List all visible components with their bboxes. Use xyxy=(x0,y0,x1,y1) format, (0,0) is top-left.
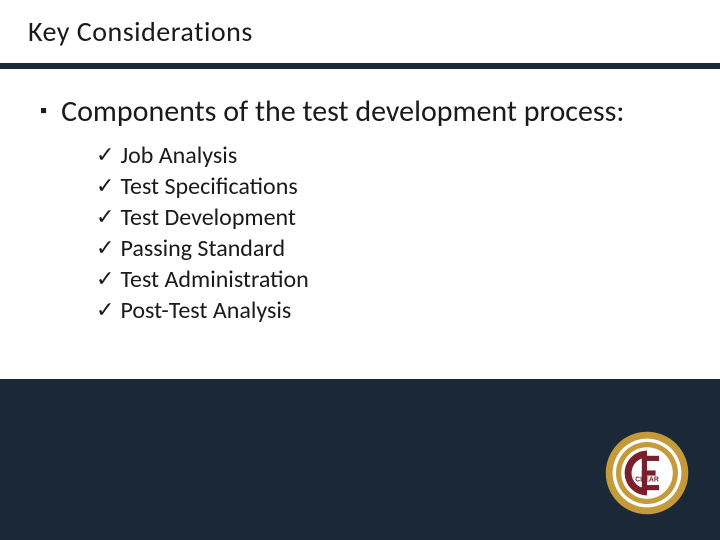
main-bullet-text: Components of the test development proce… xyxy=(61,93,624,131)
list-item-label: Post-Test Analysis xyxy=(120,296,291,325)
check-icon: ✓ xyxy=(96,235,114,261)
list-item: ✓ Test Specifications xyxy=(96,172,680,201)
list-item: ✓ Passing Standard xyxy=(96,234,680,263)
check-icon: ✓ xyxy=(96,173,114,199)
check-icon: ✓ xyxy=(96,142,114,168)
list-item: ✓ Test Administration xyxy=(96,265,680,294)
check-icon: ✓ xyxy=(96,204,114,230)
content-panel: ▪ Components of the test development pro… xyxy=(0,69,720,379)
main-bullet: ▪ Components of the test development pro… xyxy=(40,93,680,131)
slide-title: Key Considerations xyxy=(28,14,720,49)
title-bar: Key Considerations xyxy=(0,0,720,63)
sub-list: ✓ Job Analysis ✓ Test Specifications ✓ T… xyxy=(96,141,680,325)
check-icon: ✓ xyxy=(96,266,114,292)
square-bullet-icon: ▪ xyxy=(40,99,47,123)
check-icon: ✓ xyxy=(96,297,114,323)
list-item: ✓ Post-Test Analysis xyxy=(96,296,680,325)
list-item-label: Test Specifications xyxy=(120,172,297,201)
clear-logo: CLEAR xyxy=(604,430,690,516)
logo-label-text: CLEAR xyxy=(635,477,659,484)
list-item-label: Test Administration xyxy=(120,265,308,294)
list-item-label: Passing Standard xyxy=(120,234,285,263)
list-item: ✓ Test Development xyxy=(96,203,680,232)
list-item-label: Test Development xyxy=(120,203,296,232)
list-item-label: Job Analysis xyxy=(120,141,237,170)
list-item: ✓ Job Analysis xyxy=(96,141,680,170)
